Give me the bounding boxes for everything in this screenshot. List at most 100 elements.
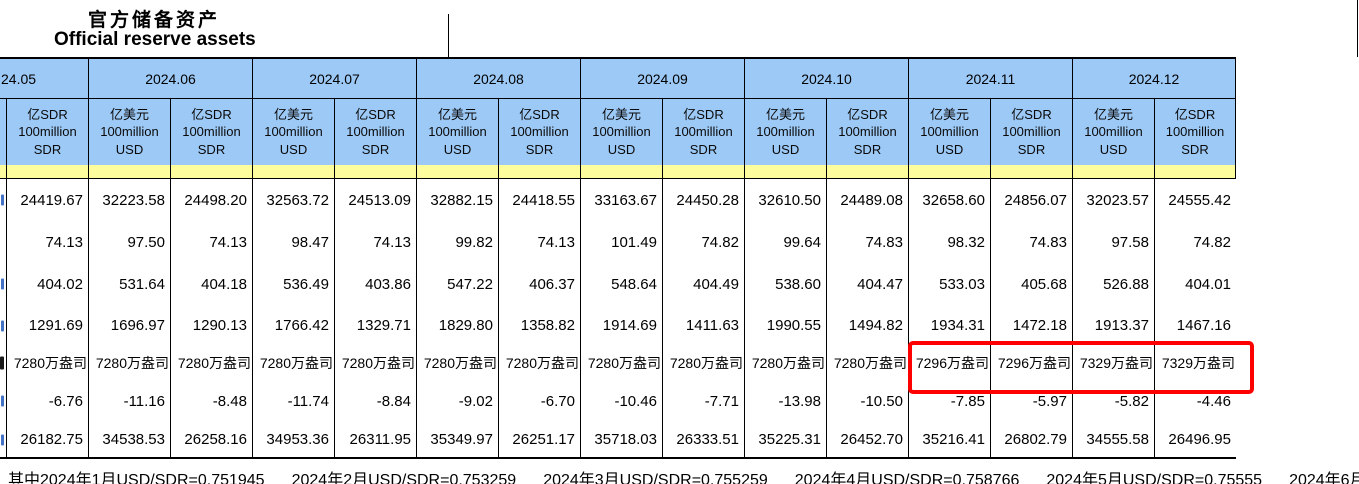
table-cell[interactable]: 98.47	[252, 221, 334, 263]
table-cell[interactable]: 74.83	[826, 221, 908, 263]
table-cell[interactable]: -5.97	[990, 380, 1072, 422]
table-cell[interactable]: 32882.15	[416, 179, 498, 221]
table-cell[interactable]: 548.64	[580, 263, 662, 305]
unit-header-usd[interactable]: 亿美元 100million USD	[908, 99, 990, 165]
table-cell[interactable]: 74.82	[1154, 221, 1236, 263]
table-cell[interactable]: 404.49	[662, 263, 744, 305]
table-cell[interactable]: 74.13	[170, 221, 252, 263]
month-header-2024.06[interactable]: 2024.06	[88, 59, 252, 98]
unit-header-usd[interactable]: 亿美元 100million USD	[1072, 99, 1154, 165]
table-cell[interactable]: 34953.36	[252, 422, 334, 457]
unit-header-sdr[interactable]: 亿SDR 100million SDR	[990, 99, 1072, 165]
table-cell[interactable]: 1290.13	[170, 305, 252, 346]
table-cell[interactable]: 24450.28	[662, 179, 744, 221]
table-cell[interactable]: 26452.70	[826, 422, 908, 457]
table-cell[interactable]: 99.82	[416, 221, 498, 263]
unit-header-usd[interactable]: 亿美元 100million USD	[88, 99, 170, 165]
table-cell[interactable]: 7280万盎司	[88, 346, 170, 380]
table-cell[interactable]: 7280万盎司	[252, 346, 334, 380]
unit-header-usd[interactable]: 亿美元 100million USD	[744, 99, 826, 165]
table-cell[interactable]: 533.03	[908, 263, 990, 305]
month-header-2024.11[interactable]: 2024.11	[908, 59, 1072, 98]
table-cell[interactable]: 35216.41	[908, 422, 990, 457]
table-cell[interactable]: 1766.42	[252, 305, 334, 346]
table-cell[interactable]: 98.32	[908, 221, 990, 263]
table-cell[interactable]: 26182.75	[6, 422, 88, 457]
table-cell[interactable]: 33163.67	[580, 179, 662, 221]
yellow-band-cell[interactable]	[908, 165, 990, 178]
table-cell[interactable]: 404.47	[826, 263, 908, 305]
table-cell[interactable]: -7.85	[908, 380, 990, 422]
yellow-band-cell[interactable]	[662, 165, 744, 178]
yellow-band-cell[interactable]	[990, 165, 1072, 178]
month-header-2024.07[interactable]: 2024.07	[252, 59, 416, 98]
yellow-band-cell[interactable]	[1072, 165, 1154, 178]
table-cell[interactable]: 536.49	[252, 263, 334, 305]
table-cell[interactable]: -9.02	[416, 380, 498, 422]
table-cell[interactable]: 538.60	[744, 263, 826, 305]
table-cell[interactable]: 74.13	[498, 221, 580, 263]
table-cell[interactable]: 35349.97	[416, 422, 498, 457]
table-cell[interactable]: 24513.09	[334, 179, 416, 221]
table-cell[interactable]: 26333.51	[662, 422, 744, 457]
table-cell[interactable]: 34555.58	[1072, 422, 1154, 457]
unit-header-sdr[interactable]: 亿SDR 100million SDR	[334, 99, 416, 165]
month-header-2024.10[interactable]: 2024.10	[744, 59, 908, 98]
unit-header-sdr[interactable]: 亿SDR 100million SDR	[6, 99, 88, 165]
table-cell[interactable]: -8.48	[170, 380, 252, 422]
unit-header-usd[interactable]: 亿美元 100million USD	[580, 99, 662, 165]
month-header-24.05[interactable]: 24.05	[1, 70, 37, 87]
table-cell[interactable]: 1934.31	[908, 305, 990, 346]
table-cell[interactable]: 406.37	[498, 263, 580, 305]
table-cell[interactable]: 7280万盎司	[580, 346, 662, 380]
table-cell[interactable]: -4.46	[1154, 380, 1236, 422]
table-cell[interactable]: 1467.16	[1154, 305, 1236, 346]
unit-header-sdr[interactable]: 亿SDR 100million SDR	[662, 99, 744, 165]
table-cell[interactable]: 7280万盎司	[416, 346, 498, 380]
table-cell[interactable]: 403.86	[334, 263, 416, 305]
table-cell[interactable]: 7280万盎司	[334, 346, 416, 380]
month-header-2024.12[interactable]: 2024.12	[1072, 59, 1236, 98]
yellow-band-cell[interactable]	[6, 165, 88, 178]
table-cell[interactable]: 32610.50	[744, 179, 826, 221]
yellow-band-cell[interactable]	[744, 165, 826, 178]
table-cell[interactable]: 24555.42	[1154, 179, 1236, 221]
yellow-band-cell[interactable]	[88, 165, 170, 178]
table-cell[interactable]: 74.82	[662, 221, 744, 263]
table-cell[interactable]: -10.46	[580, 380, 662, 422]
table-cell[interactable]: 1358.82	[498, 305, 580, 346]
table-cell[interactable]: 74.83	[990, 221, 1072, 263]
table-cell[interactable]: 101.49	[580, 221, 662, 263]
table-cell[interactable]: -13.98	[744, 380, 826, 422]
table-cell[interactable]: 32658.60	[908, 179, 990, 221]
yellow-band-cell[interactable]	[416, 165, 498, 178]
table-cell[interactable]: 97.50	[88, 221, 170, 263]
table-cell[interactable]: -8.84	[334, 380, 416, 422]
table-cell[interactable]: -6.76	[6, 380, 88, 422]
table-cell[interactable]: 35718.03	[580, 422, 662, 457]
table-cell[interactable]: 24418.55	[498, 179, 580, 221]
unit-header-usd[interactable]: 亿美元 100million USD	[416, 99, 498, 165]
table-cell[interactable]: 32223.58	[88, 179, 170, 221]
table-cell[interactable]: -10.50	[826, 380, 908, 422]
table-cell[interactable]: 24498.20	[170, 179, 252, 221]
table-cell[interactable]: 7296万盎司	[990, 346, 1072, 380]
table-cell[interactable]: 7280万盎司	[498, 346, 580, 380]
table-cell[interactable]: 1696.97	[88, 305, 170, 346]
table-cell[interactable]: 99.64	[744, 221, 826, 263]
yellow-band-cell[interactable]	[252, 165, 334, 178]
table-cell[interactable]: -7.71	[662, 380, 744, 422]
table-cell[interactable]: 1472.18	[990, 305, 1072, 346]
table-cell[interactable]: 1329.71	[334, 305, 416, 346]
table-cell[interactable]: 7280万盎司	[6, 346, 88, 380]
table-cell[interactable]: 526.88	[1072, 263, 1154, 305]
table-cell[interactable]: 7280万盎司	[662, 346, 744, 380]
table-cell[interactable]: 26311.95	[334, 422, 416, 457]
table-cell[interactable]: 404.18	[170, 263, 252, 305]
table-cell[interactable]: 74.13	[6, 221, 88, 263]
table-cell[interactable]: -6.70	[498, 380, 580, 422]
table-cell[interactable]: 97.58	[1072, 221, 1154, 263]
table-cell[interactable]: 404.02	[6, 263, 88, 305]
yellow-band-cell[interactable]	[334, 165, 416, 178]
table-cell[interactable]: 26258.16	[170, 422, 252, 457]
